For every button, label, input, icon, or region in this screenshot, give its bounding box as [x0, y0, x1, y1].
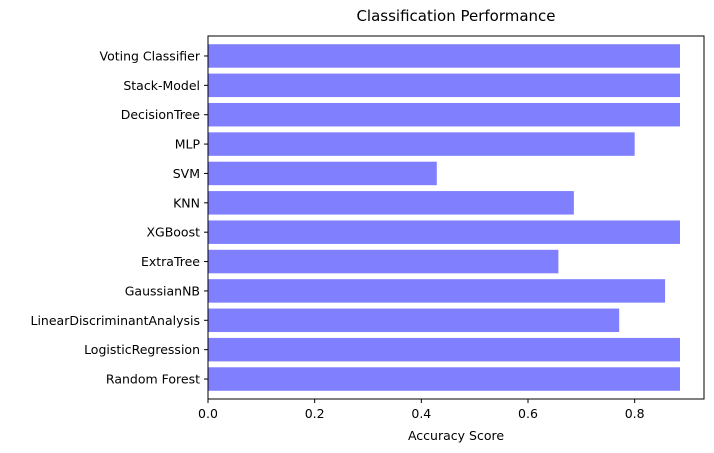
- bar-knn: [208, 191, 574, 215]
- y-tick-label: LogisticRegression: [84, 342, 200, 357]
- chart-title: Classification Performance: [356, 7, 555, 25]
- bar-logisticregression: [208, 337, 680, 362]
- y-tick-label: XGBoost: [146, 225, 200, 240]
- bar-gaussiannb: [208, 279, 666, 303]
- y-axis: Random Forest LogisticRegression LinearDis…: [30, 48, 208, 387]
- x-tick-label: 0.0: [198, 406, 218, 421]
- bar-voting-classifier: [208, 44, 680, 68]
- y-tick-label: Voting Classifier: [100, 48, 201, 63]
- x-tick-label: 0.4: [411, 406, 431, 421]
- bar-mlp: [208, 132, 635, 156]
- x-axis-title: Accuracy Score: [408, 428, 504, 443]
- x-tick-label: 0.2: [305, 406, 325, 421]
- x-axis: 0.0 0.2 0.4 0.6 0.8: [198, 399, 645, 421]
- y-tick-label: SVM: [173, 166, 200, 181]
- y-tick-label: KNN: [173, 195, 200, 210]
- y-tick-label: Stack-Model: [123, 78, 200, 93]
- bar-svm: [208, 161, 437, 186]
- bar-xgboost: [208, 220, 680, 244]
- bars-group: [208, 44, 680, 391]
- y-tick-label: DecisionTree: [121, 107, 201, 122]
- bar-decisiontree: [208, 102, 680, 127]
- x-tick-label: 0.8: [625, 406, 645, 421]
- bar-stack-model: [208, 73, 680, 98]
- bar-extratree: [208, 249, 559, 274]
- bar-lineardiscriminantanalysis: [208, 308, 620, 333]
- y-tick-label: ExtraTree: [141, 254, 200, 269]
- y-tick-label: Random Forest: [106, 372, 200, 387]
- y-tick-label: GaussianNB: [125, 283, 200, 298]
- y-tick-label: MLP: [175, 137, 201, 152]
- y-tick-label: LinearDiscriminantAnalysis: [30, 313, 200, 328]
- plot-frame: [207, 35, 705, 400]
- x-tick-label: 0.6: [518, 406, 538, 421]
- bar-random-forest: [208, 367, 680, 391]
